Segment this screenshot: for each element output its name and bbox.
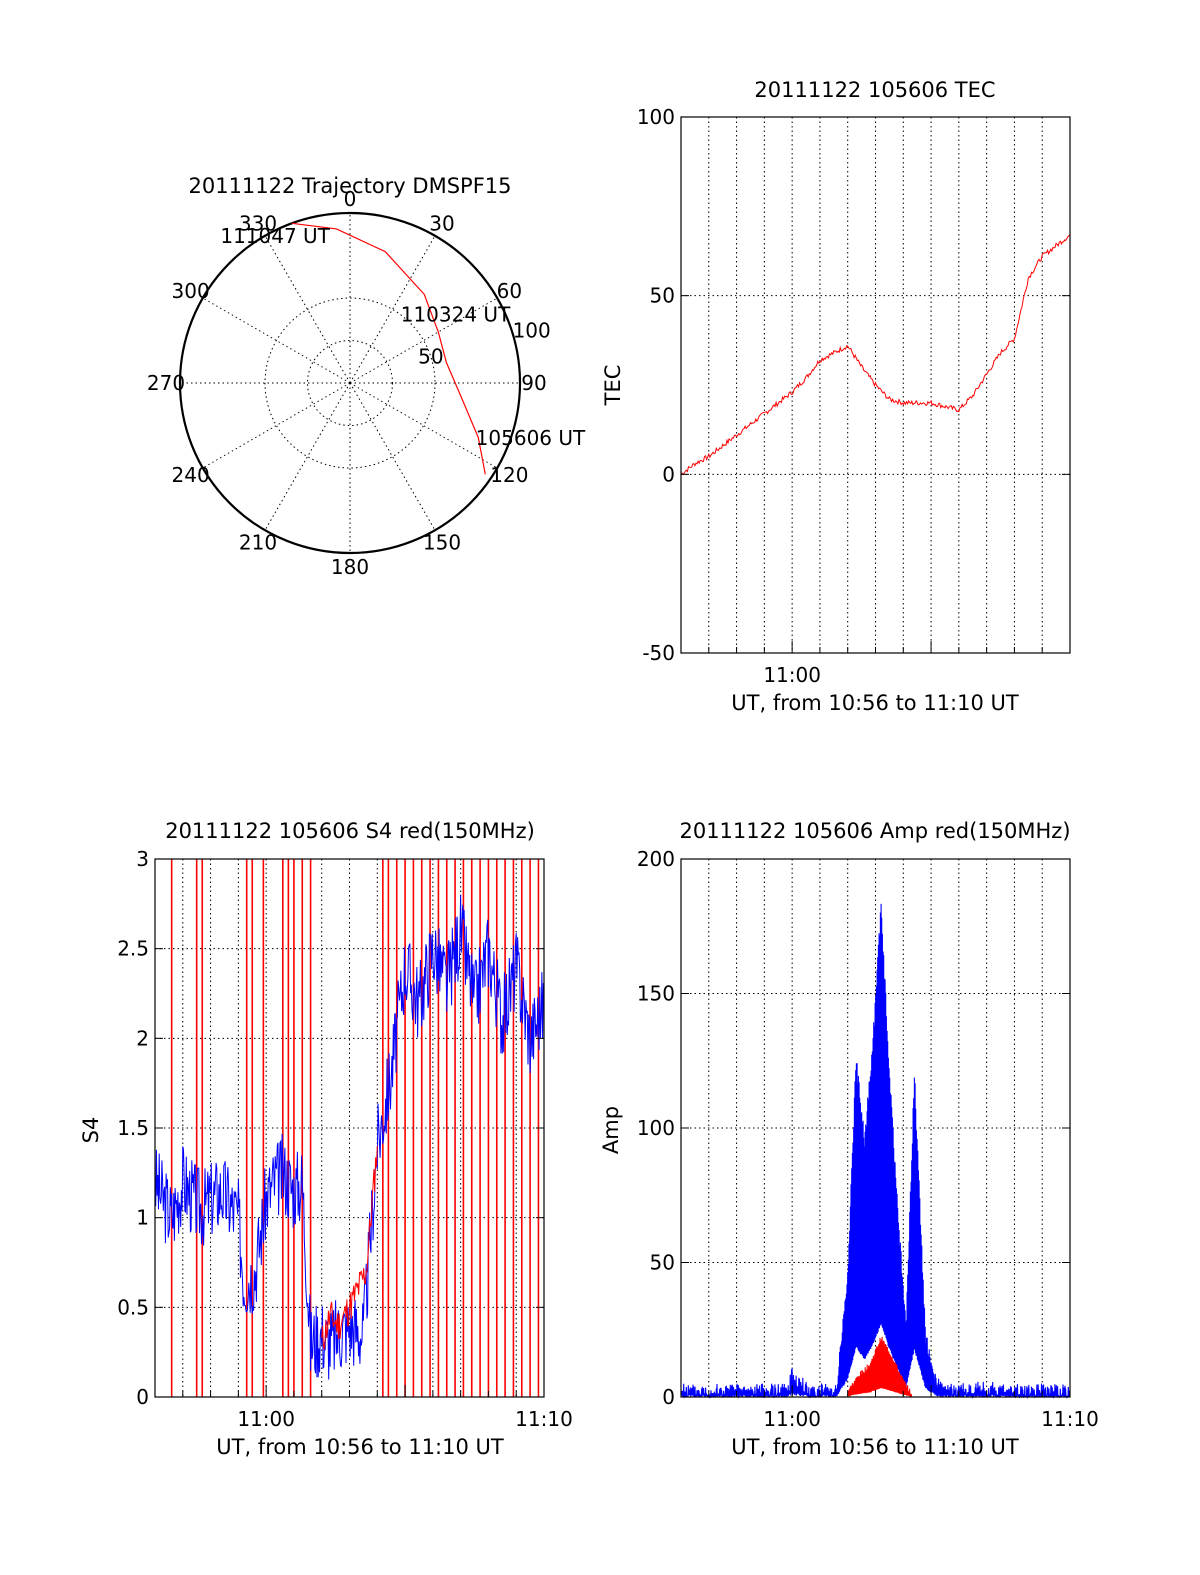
amp-y-tick-label: 150 (637, 982, 675, 1006)
tec-y-tick-label: 100 (637, 105, 675, 129)
s4-x-ticks: 11:00 11:10 (154, 1385, 573, 1431)
polar-time-annotations: 111047 UT 110324 UT 105606 UT (220, 224, 586, 450)
s4-y-tick-label: 3 (136, 847, 149, 871)
tec-y-tick-label: 0 (662, 462, 675, 486)
tec-series (680, 234, 1071, 476)
polar-trajectory-series (291, 222, 486, 475)
amp-red-line (847, 1336, 913, 1399)
s4-red-line (321, 1145, 378, 1350)
tec-x-axis-label: UT, from 10:56 to 11:10 UT (731, 691, 1019, 715)
polar-angle-label: 150 (423, 530, 461, 554)
amp-y-tick-label: 200 (637, 847, 675, 871)
s4-title: 20111122 105606 S4 red(150MHz) (165, 819, 535, 843)
polar-spoke (202, 297, 351, 384)
s4-y-tick-label: 0 (136, 1385, 149, 1409)
tec-line (680, 234, 1071, 476)
polar-spoke (349, 297, 498, 384)
polar-angle-label: 270 (147, 371, 185, 395)
s4-y-axis-label: S4 (79, 1117, 103, 1144)
s4-x-axis-label: UT, from 10:56 to 11:10 UT (216, 1435, 504, 1459)
amp-x-tick-label: 11:10 (1041, 1407, 1099, 1431)
amp-chart: 20111122 105606 Amp red(150MHz) 0 50 100 15… (599, 819, 1099, 1459)
polar-angle-label: 330 (239, 212, 277, 236)
polar-spoke (349, 382, 436, 531)
amp-x-tick-label: 11:00 (763, 1407, 821, 1431)
polar-angle-label: 300 (172, 279, 210, 303)
polar-grid (180, 213, 520, 553)
polar-trajectory-line (291, 222, 486, 475)
tec-title: 20111122 105606 TEC (754, 78, 995, 102)
polar-radial-label: 50 (418, 345, 443, 369)
amp-y-tick-label: 50 (650, 1251, 675, 1275)
s4-y-tick-label: 1 (136, 1206, 149, 1230)
polar-spoke (264, 235, 351, 384)
polar-time-label: 110324 UT (401, 302, 511, 326)
polar-spoke (349, 382, 498, 469)
s4-y-ticks: 0 0.5 1 1.5 2 2.5 3 (117, 847, 544, 1409)
polar-angle-label: 180 (331, 555, 369, 579)
polar-angle-label: 0 (344, 187, 357, 211)
tec-chart: 20111122 105606 TEC -50 0 50 100 11:00 UT, … (601, 78, 1071, 715)
amp-y-ticks: 0 50 100 150 200 (637, 847, 1070, 1409)
amp-x-ticks: 11:00 11:10 (680, 1385, 1099, 1431)
polar-outer-circle (178, 211, 522, 555)
s4-blue-line (154, 894, 545, 1380)
polar-angle-labels: 0 30 60 90 120 150 180 210 240 270 300 330 (147, 187, 547, 579)
tec-x-tick-label: 11:00 (763, 663, 821, 687)
tec-grid (681, 117, 1070, 653)
tec-y-axis-label: TEC (601, 365, 625, 407)
polar-radial-labels: 50 100 (418, 318, 551, 368)
amp-y-axis-label: Amp (599, 1106, 623, 1154)
s4-x-tick-label: 11:10 (515, 1407, 573, 1431)
polar-angle-label: 90 (521, 371, 546, 395)
trajectory-title: 20111122 Trajectory DMSPF15 (188, 174, 511, 198)
s4-y-tick-label: 2.5 (117, 937, 149, 961)
amp-series (680, 903, 1071, 1400)
amp-title: 20111122 105606 Amp red(150MHz) (679, 819, 1070, 843)
trajectory-polar-chart: 20111122 Trajectory DMSPF15 0 30 60 90 120 15… (147, 174, 586, 579)
polar-spoke (264, 382, 351, 531)
polar-time-label: 111047 UT (220, 224, 330, 248)
tec-y-ticks: -50 0 50 100 (637, 105, 1070, 665)
s4-x-tick-label: 11:00 (237, 1407, 295, 1431)
polar-spoke (349, 235, 436, 384)
s4-y-tick-label: 2 (136, 1026, 149, 1050)
amp-blue-line (680, 903, 1071, 1400)
polar-angle-label: 30 (429, 212, 454, 236)
polar-angle-label: 210 (239, 530, 277, 554)
tec-x-ticks: 11:00 (680, 641, 1071, 687)
amp-y-tick-label: 0 (662, 1385, 675, 1409)
polar-radial-label: 100 (513, 318, 551, 342)
polar-grid-circle (264, 297, 436, 469)
polar-angle-label: 120 (490, 463, 528, 487)
amp-x-axis-label: UT, from 10:56 to 11:10 UT (731, 1435, 1019, 1459)
tec-y-tick-label: -50 (642, 641, 675, 665)
polar-angle-label: 60 (497, 279, 522, 303)
s4-series (154, 859, 545, 1397)
s4-chart: 20111122 105606 S4 red(150MHz) 0 0.5 1 1.5 2… (79, 819, 573, 1459)
polar-angle-label: 240 (172, 463, 210, 487)
polar-spoke (202, 382, 351, 469)
polar-time-label: 105606 UT (476, 426, 586, 450)
amp-y-tick-label: 100 (637, 1116, 675, 1140)
tec-y-tick-label: 50 (650, 284, 675, 308)
s4-y-tick-label: 1.5 (117, 1116, 149, 1140)
s4-y-tick-label: 0.5 (117, 1295, 149, 1319)
polar-grid-circle (307, 340, 393, 426)
